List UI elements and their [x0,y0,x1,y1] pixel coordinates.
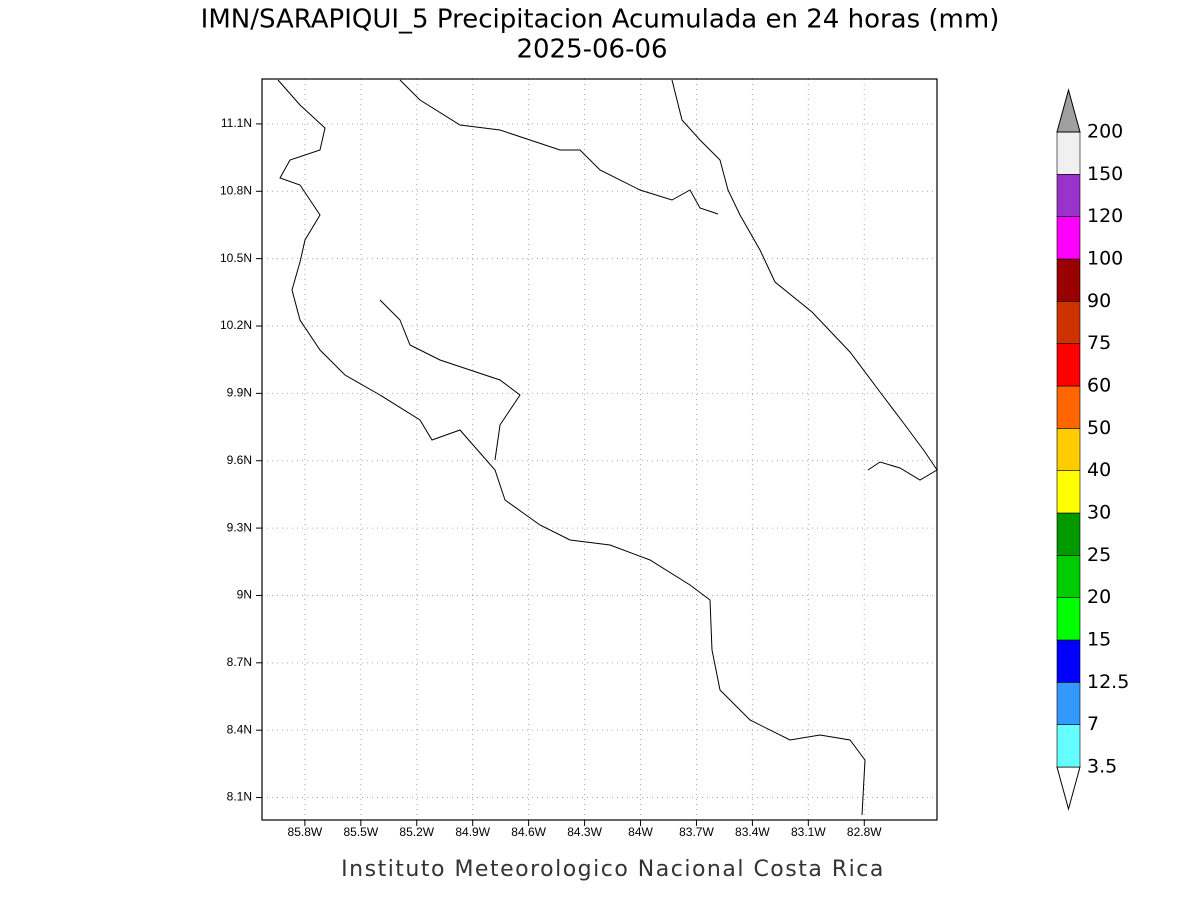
colorbar-label: 30 [1087,502,1111,524]
gulf-nicoya [379,299,521,461]
plot-frame [261,78,938,821]
y-tick-label: 10.2N [220,318,252,332]
colorbar-swatch [1056,258,1081,302]
colorbar: 3.5 7 12.5 15 20 25 30 40 50 60 75 90 100 120 150 200 [1056,88,1129,811]
y-tick-label: 9.3N [227,520,252,534]
colorbar-label: 120 [1087,205,1123,227]
colorbar-low [1056,766,1081,811]
colorbar-swatch [1056,682,1081,725]
colorbar-label: 90 [1087,290,1111,312]
colorbar-swatch [1056,131,1081,175]
colorbar-swatch [1056,216,1081,260]
colorbar-label: 12.5 [1087,671,1129,693]
colorbar-label: 50 [1087,417,1111,439]
x-tick-label: 83.4W [735,825,770,839]
chart-subtitle: 2025-06-06 [516,35,667,65]
colorbar-label: 150 [1087,163,1123,185]
y-tick-label: 9.6N [227,453,252,467]
x-tick-label: 83.7W [679,825,714,839]
footer: Instituto Meteorologico Nacional Costa R… [341,857,885,882]
colorbar-swatch [1056,343,1081,387]
y-tick-label: 8.7N [227,655,252,669]
colorbar-label: 25 [1087,544,1111,566]
y-tick-label: 9N [237,588,252,602]
x-tick-label: 84.3W [567,825,602,839]
grid [262,79,937,820]
y-tick-label: 9.9N [227,386,252,400]
colorbar-label: 3.5 [1087,756,1117,778]
y-tick-label: 8.1N [227,790,252,804]
x-tick-label: 84.9W [455,825,490,839]
x-tick-label: 85.5W [343,825,378,839]
x-tick-label: 83.1W [791,825,826,839]
colorbar-label: 40 [1087,459,1111,481]
colorbar-label: 60 [1087,375,1111,397]
x-tick-label: 84.6W [511,825,546,839]
chart-title: IMN/SARAPIQUI_5 Precipitacion Acumulada … [201,5,1000,35]
colorbar-swatch [1056,512,1081,556]
colorbar-swatch [1056,385,1081,429]
nicaragua-border [399,79,719,215]
caribbean-coast [671,79,938,471]
colorbar-high [1056,88,1081,133]
y-tick-label: 8.4N [227,722,252,736]
y-tick-label: 11.1N [221,116,252,130]
colorbar-swatch [1056,470,1081,514]
colorbar-label: 15 [1087,629,1111,651]
colorbar-swatch [1056,174,1081,217]
colorbar-label: 7 [1087,713,1099,735]
colorbar-swatch [1056,301,1081,344]
colorbar-label: 20 [1087,586,1111,608]
x-tick-label: 85.8W [288,825,323,839]
colorbar-swatch [1056,555,1081,598]
colorbar-label: 200 [1087,121,1123,143]
colorbar-swatch [1056,639,1081,683]
x-tick-label: 85.2W [399,825,434,839]
colorbar-swatch [1056,428,1081,471]
colorbar-swatch [1056,724,1081,768]
colorbar-label: 100 [1087,248,1123,270]
colorbar-label: 75 [1087,332,1111,354]
colorbar-swatch [1056,597,1081,641]
x-tick-label: 82.8W [847,825,882,839]
pacific-coast [277,79,866,816]
y-tick-label: 10.5N [220,251,252,265]
coastline [277,79,938,816]
y-tick-label: 10.8N [220,183,252,197]
x-tick-label: 84W [628,825,653,839]
panama-border [867,461,938,481]
